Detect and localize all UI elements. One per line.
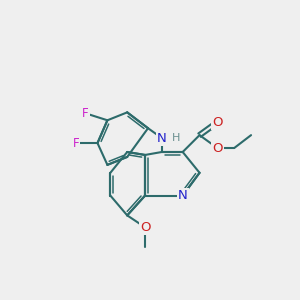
Text: O: O bbox=[212, 142, 223, 154]
Text: N: N bbox=[157, 132, 167, 145]
Text: O: O bbox=[212, 116, 223, 129]
Text: F: F bbox=[72, 136, 79, 150]
Text: N: N bbox=[178, 189, 188, 202]
Text: H: H bbox=[172, 133, 180, 143]
Text: O: O bbox=[140, 221, 150, 234]
Text: F: F bbox=[82, 107, 89, 120]
